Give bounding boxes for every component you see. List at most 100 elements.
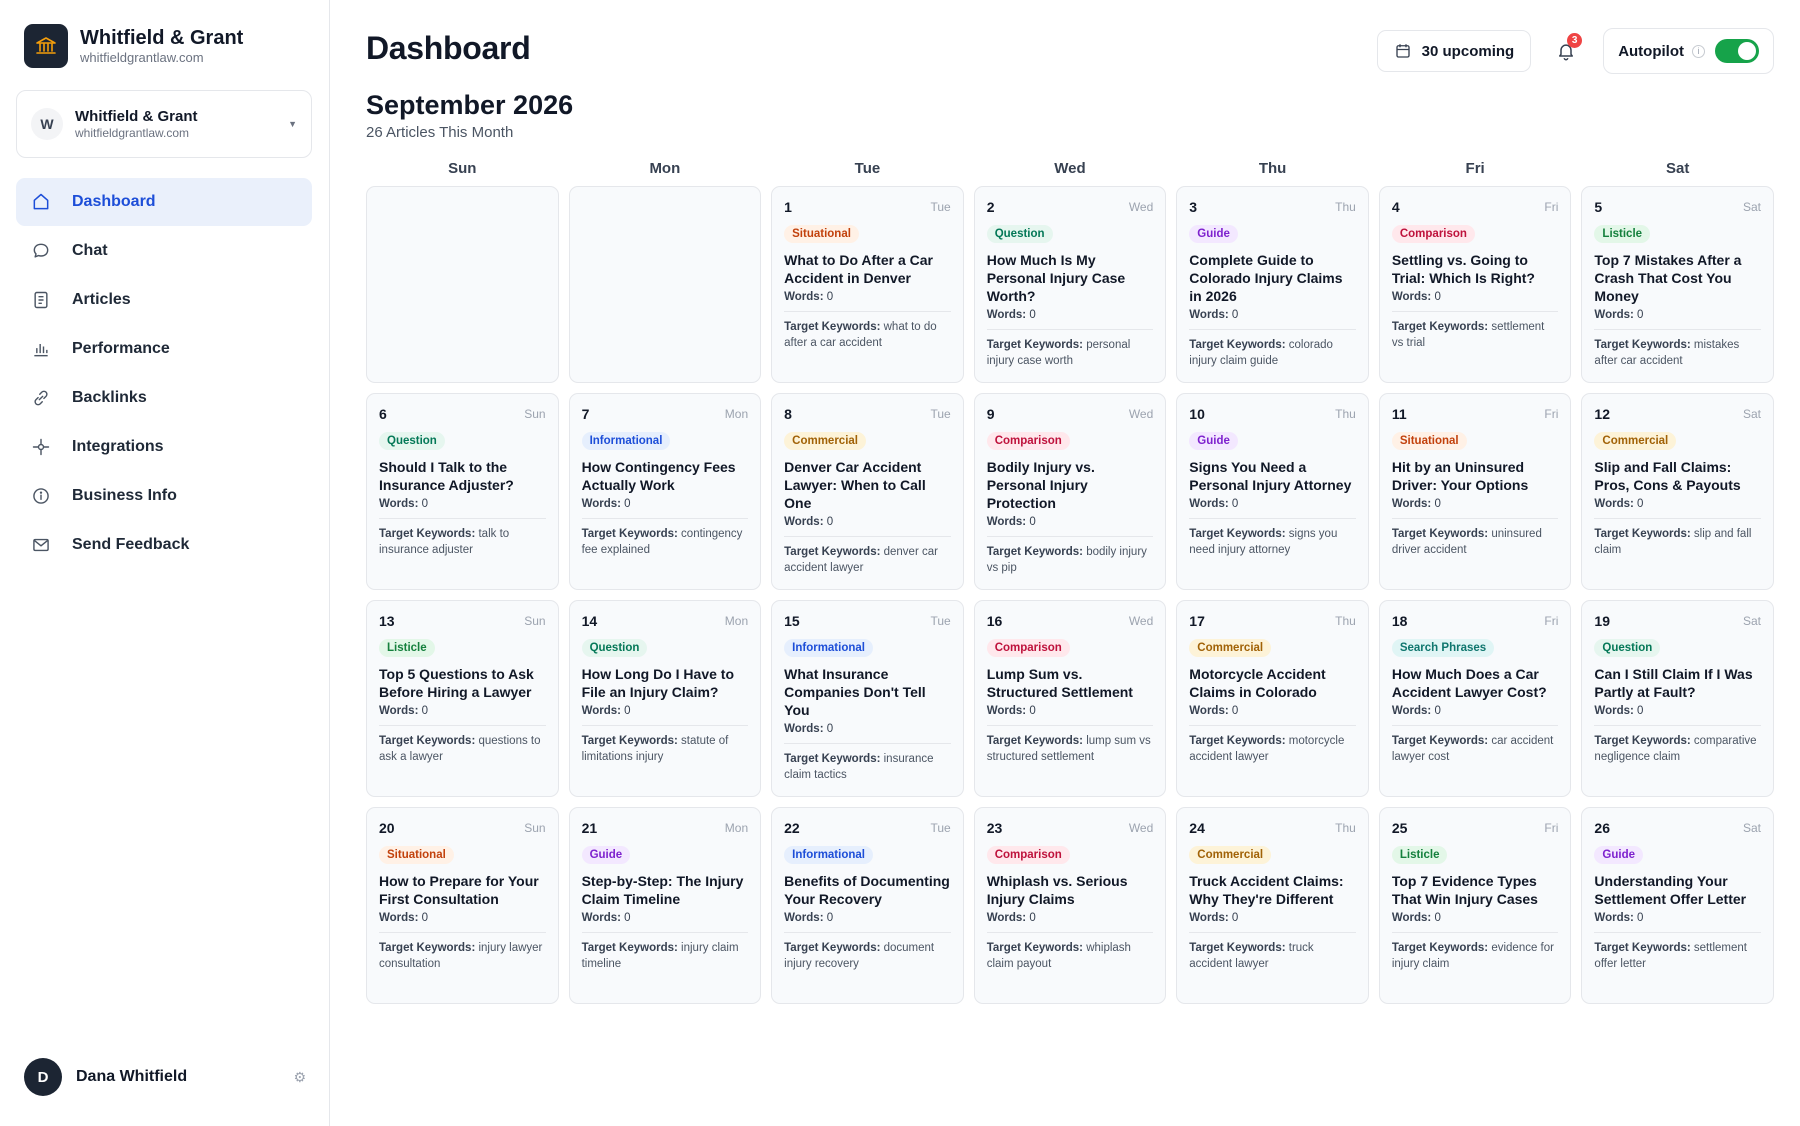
article-title[interactable]: Top 7 Evidence Types That Win Injury Cas…: [1391, 873, 1538, 907]
article-title[interactable]: What to Do After a Car Accident in Denve…: [784, 252, 933, 286]
article-title[interactable]: Whiplash vs. Serious Injury Claims: [986, 873, 1128, 907]
words-value: 0: [1434, 912, 1441, 924]
article-title[interactable]: Signs You Need a Personal Injury Attorne…: [1189, 459, 1352, 493]
calendar-day-cell[interactable]: 17 Thu Commercial Motorcycle Accident Claim…: [1176, 600, 1369, 797]
calendar-day-cell[interactable]: 5 Sat Listicle Top 7 Mistakes After a Crash…: [1581, 186, 1774, 383]
article-title[interactable]: Top 5 Questions to Ask Before Hiring a L…: [379, 666, 534, 700]
target-keywords: Target Keywords: settlement offer letter: [1594, 940, 1761, 972]
article-title[interactable]: Understanding Your Settlement Offer Lett…: [1594, 873, 1747, 907]
calendar-day-cell[interactable]: 4 Fri Comparison Settling vs. Going to Tria…: [1378, 186, 1572, 383]
weekday-label: Sat: [1666, 160, 1690, 177]
words-label: Words:: [1391, 705, 1432, 717]
article-title[interactable]: Top 7 Mistakes After a Crash That Cost Y…: [1594, 252, 1742, 304]
sidebar-item-chat[interactable]: Chat: [16, 227, 312, 275]
article-title[interactable]: Should I Talk to the Insurance Adjuster?: [379, 459, 514, 493]
day-number: 24: [1189, 820, 1205, 836]
article-title[interactable]: How Contingency Fees Actually Work: [581, 459, 736, 493]
keywords-label: Target Keywords:: [1391, 735, 1489, 747]
calendar-day-cell[interactable]: 2 Wed Question How Much Is My Personal Inju…: [973, 186, 1167, 383]
day-of-week: Thu: [1335, 200, 1356, 214]
calendar-day-cell[interactable]: 23 Wed Comparison Whiplash vs. Serious Inju…: [973, 807, 1167, 1004]
calendar-day-cell[interactable]: 14 Mon Question How Long Do I Have to File …: [568, 600, 762, 797]
sidebar-item-integrations[interactable]: Integrations: [16, 423, 312, 471]
sidebar-item-performance[interactable]: Performance: [16, 325, 312, 373]
word-count: Words: 0: [1594, 705, 1761, 726]
calendar-day-cell[interactable]: 6 Sun Question Should I Talk to the Insuran…: [366, 393, 559, 590]
brand[interactable]: Whitfield & Grant whitfieldgrantlaw.com: [24, 24, 243, 68]
article-type-badge: Commercial: [1189, 846, 1272, 864]
calendar-day-cell[interactable]: 3 Thu Guide Complete Guide to Colorado Inju…: [1176, 186, 1369, 383]
keywords-value: uninsured driver accident: [1391, 528, 1542, 556]
calendar-day-cell[interactable]: 11 Fri Situational Hit by an Uninsured Driv…: [1378, 393, 1572, 590]
word-count: Words: 0: [1594, 498, 1761, 519]
words-value: 0: [826, 291, 834, 303]
calendar-day-cell[interactable]: 24 Thu Commercial Truck Accident Claims: Wh…: [1176, 807, 1369, 1004]
info-icon[interactable]: i: [1692, 44, 1705, 58]
article-title[interactable]: Lump Sum vs. Structured Settlement: [986, 666, 1133, 700]
sidebar-item-label: Business Info: [72, 487, 177, 504]
keywords-value: what to do after a car accident: [784, 321, 937, 349]
article-title[interactable]: Complete Guide to Colorado Injury Claims…: [1189, 252, 1343, 304]
keywords-value: statute of limitations injury: [581, 735, 729, 763]
article-title[interactable]: How Much Is My Personal Injury Case Wort…: [986, 252, 1126, 304]
calendar-day-cell[interactable]: 1 Tue Situational What to Do After a Car Ac…: [771, 186, 964, 383]
sidebar-item-dashboard[interactable]: Dashboard: [16, 178, 312, 226]
account-domain: whitfieldgrantlaw.com: [75, 126, 190, 140]
gear-icon[interactable]: ⚙: [293, 1068, 306, 1085]
sidebar-item-backlinks[interactable]: Backlinks: [16, 374, 312, 422]
article-title[interactable]: What Insurance Companies Don't Tell You: [784, 666, 926, 718]
target-keywords: Target Keywords: what to do after a car …: [784, 319, 951, 351]
target-keywords: Target Keywords: uninsured driver accide…: [1392, 526, 1559, 558]
article-title[interactable]: How Much Does a Car Accident Lawyer Cost…: [1391, 666, 1547, 700]
notifications-button[interactable]: 3: [1545, 30, 1587, 72]
target-keywords: Target Keywords: lump sum vs structured …: [987, 733, 1154, 765]
day-number: 26: [1594, 820, 1610, 836]
keywords-value: document injury recovery: [784, 942, 935, 970]
sidebar-item-business-info[interactable]: Business Info: [16, 472, 312, 520]
article-title[interactable]: Hit by an Uninsured Driver: Your Options: [1391, 459, 1529, 493]
day-of-week: Sun: [524, 407, 546, 421]
article-title[interactable]: Step-by-Step: The Injury Claim Timeline: [581, 873, 744, 907]
keywords-value: evidence for injury claim: [1391, 942, 1554, 970]
upcoming-button[interactable]: 30 upcoming: [1376, 30, 1532, 72]
article-title[interactable]: Denver Car Accident Lawyer: When to Call…: [784, 459, 926, 511]
account-switcher[interactable]: W Whitfield & Grant whitfieldgrantlaw.co…: [16, 90, 312, 158]
calendar-day-cell[interactable]: 16 Wed Comparison Lump Sum vs. Structured S…: [973, 600, 1167, 797]
calendar-day-cell[interactable]: 26 Sat Guide Understanding Your Settlement …: [1581, 807, 1774, 1004]
article-title[interactable]: Settling vs. Going to Trial: Which Is Ri…: [1391, 252, 1535, 286]
words-label: Words:: [1594, 498, 1634, 510]
sidebar-item-articles[interactable]: Articles: [16, 276, 312, 324]
calendar-day-cell[interactable]: 12 Sat Commercial Slip and Fall Claims: Pro…: [1581, 393, 1774, 590]
autopilot-toggle[interactable]: [1715, 39, 1759, 63]
article-title[interactable]: Motorcycle Accident Claims in Colorado: [1189, 666, 1326, 700]
calendar-day-cell[interactable]: 15 Tue Informational What Insurance Compani…: [771, 600, 964, 797]
calendar-day-cell[interactable]: 20 Sun Situational How to Prepare for Your …: [366, 807, 559, 1004]
calendar-day-cell[interactable]: 13 Sun Listicle Top 5 Questions to Ask Befo…: [366, 600, 559, 797]
words-label: Words:: [784, 516, 824, 528]
word-count: Words: 0: [581, 705, 749, 726]
article-title[interactable]: Bodily Injury vs. Personal Injury Protec…: [986, 459, 1095, 511]
calendar-day-cell[interactable]: 18 Fri Search Phrases How Much Does a Car A…: [1378, 600, 1572, 797]
keywords-label: Target Keywords:: [1594, 528, 1691, 540]
user-profile[interactable]: D Dana Whitfield ⚙: [24, 1058, 306, 1096]
article-title[interactable]: Slip and Fall Claims: Pros, Cons & Payou…: [1594, 459, 1741, 493]
calendar-empty-cell: [366, 186, 559, 383]
calendar-day-cell[interactable]: 19 Sat Question Can I Still Claim If I Was …: [1581, 600, 1774, 797]
article-title[interactable]: Can I Still Claim If I Was Partly at Fau…: [1594, 666, 1753, 700]
calendar-day-cell[interactable]: 9 Wed Comparison Bodily Injury vs. Personal…: [973, 393, 1167, 590]
article-title[interactable]: Truck Accident Claims: Why They're Diffe…: [1189, 873, 1344, 907]
sidebar-item-send-feedback[interactable]: Send Feedback: [16, 521, 312, 569]
keywords-value: slip and fall claim: [1594, 528, 1752, 556]
article-type-badge: Guide: [581, 846, 631, 864]
article-title[interactable]: How Long Do I Have to File an Injury Cla…: [581, 666, 735, 700]
article-title[interactable]: Benefits of Documenting Your Recovery: [784, 873, 950, 907]
day-number: 17: [1189, 613, 1205, 629]
calendar-day-cell[interactable]: 25 Fri Listicle Top 7 Evidence Types That W…: [1378, 807, 1572, 1004]
calendar-day-cell[interactable]: 21 Mon Guide Step-by-Step: The Injury Claim…: [568, 807, 762, 1004]
calendar-day-cell[interactable]: 8 Tue Commercial Denver Car Accident Lawyer…: [771, 393, 964, 590]
calendar-day-cell[interactable]: 7 Mon Informational How Contingency Fees Ac…: [568, 393, 762, 590]
article-type-badge: Informational: [784, 846, 873, 864]
calendar-day-cell[interactable]: 10 Thu Guide Signs You Need a Personal Inju…: [1176, 393, 1369, 590]
calendar-day-cell[interactable]: 22 Tue Informational Benefits of Documentin…: [771, 807, 964, 1004]
article-title[interactable]: How to Prepare for Your First Consultati…: [379, 873, 539, 907]
